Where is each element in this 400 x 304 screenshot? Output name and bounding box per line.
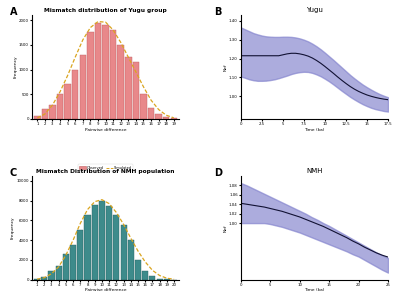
Bar — [106, 206, 112, 280]
Bar — [140, 94, 147, 119]
Bar — [120, 225, 127, 280]
Bar — [148, 108, 154, 119]
Y-axis label: Frequency: Frequency — [14, 56, 18, 78]
Bar — [92, 205, 98, 280]
Bar — [102, 25, 109, 119]
Bar — [133, 62, 139, 119]
Bar — [156, 279, 163, 280]
Y-axis label: Nef: Nef — [224, 63, 228, 71]
Bar — [70, 245, 76, 280]
Bar — [142, 271, 148, 280]
Bar — [99, 201, 105, 280]
Bar — [125, 57, 132, 119]
Bar — [135, 260, 141, 280]
Bar — [57, 94, 63, 119]
Bar — [77, 230, 83, 280]
Bar — [48, 271, 54, 280]
X-axis label: Time (ka): Time (ka) — [304, 127, 325, 132]
Bar — [49, 105, 56, 119]
X-axis label: Pairwise difference: Pairwise difference — [85, 127, 126, 132]
X-axis label: Time (ka): Time (ka) — [304, 288, 325, 292]
Legend: Observed, Simulated: Observed, Simulated — [78, 164, 133, 171]
Title: Yugu: Yugu — [306, 7, 323, 13]
Text: C: C — [10, 168, 17, 178]
Text: A: A — [10, 7, 18, 17]
Bar — [113, 216, 120, 280]
Bar — [87, 33, 94, 119]
Bar — [128, 240, 134, 280]
Bar — [64, 84, 71, 119]
Text: B: B — [214, 7, 222, 17]
Bar — [63, 254, 69, 280]
Bar — [95, 22, 101, 119]
Bar — [80, 55, 86, 119]
Text: D: D — [214, 168, 222, 178]
Bar — [34, 116, 40, 119]
Bar — [118, 45, 124, 119]
Title: NMH: NMH — [306, 168, 323, 174]
Bar — [84, 216, 90, 280]
Bar — [110, 30, 116, 119]
Bar — [163, 117, 170, 119]
Y-axis label: Nef: Nef — [224, 224, 228, 232]
Bar — [41, 277, 47, 280]
Y-axis label: Frequency: Frequency — [11, 216, 15, 239]
Bar — [42, 109, 48, 119]
Bar — [34, 279, 40, 280]
Title: Mismatch distribution of Yugu group: Mismatch distribution of Yugu group — [44, 9, 167, 13]
Bar — [56, 266, 62, 280]
Bar — [156, 114, 162, 119]
Bar — [149, 276, 156, 280]
Title: Mismatch Distribution of NMH population: Mismatch Distribution of NMH population — [36, 169, 175, 174]
Bar — [72, 70, 78, 119]
X-axis label: Pairwise difference: Pairwise difference — [85, 288, 126, 292]
